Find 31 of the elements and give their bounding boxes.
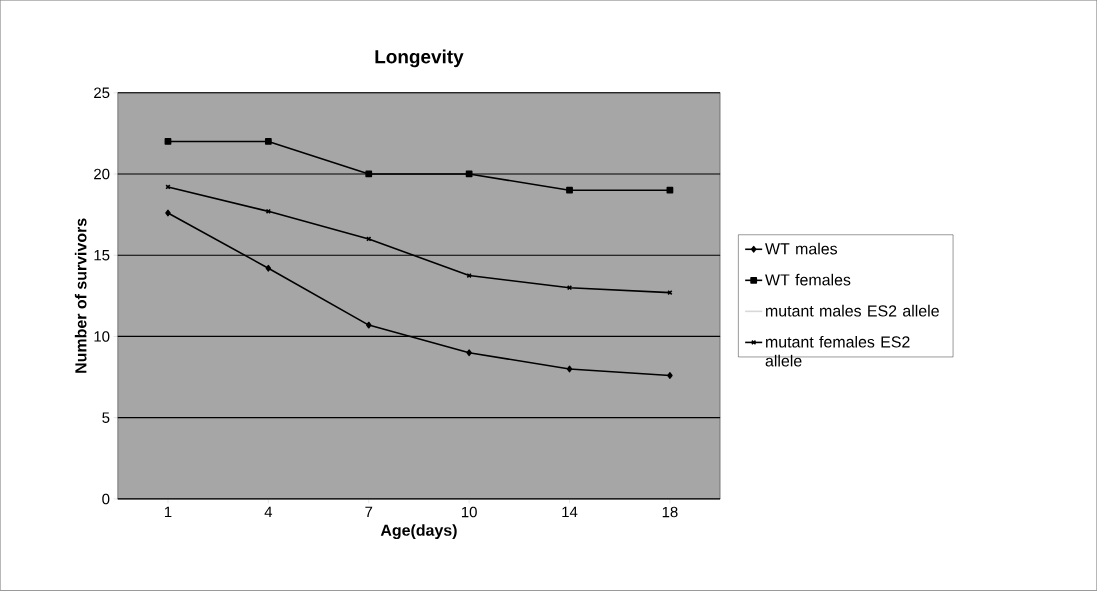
y-tick-label: 15	[94, 250, 110, 261]
point	[566, 365, 573, 373]
point	[365, 170, 373, 178]
legend-label: WT males	[765, 242, 838, 255]
x-tick-label: 4	[264, 506, 273, 518]
point	[666, 186, 674, 194]
x-axis-title: Age(days)	[380, 524, 457, 540]
point	[265, 264, 272, 272]
x-tick-label: 1	[164, 506, 172, 518]
point	[165, 209, 171, 217]
point	[465, 170, 473, 178]
y-tick-label: 20	[94, 168, 110, 180]
point	[466, 349, 472, 357]
point	[164, 138, 172, 146]
chart-title: Longevity	[375, 49, 464, 68]
point	[264, 138, 272, 146]
point	[366, 321, 372, 329]
x-tick-label: 10	[461, 506, 477, 518]
y-tick-label: 10	[94, 331, 110, 342]
legend-label: mutant females ES2 allele	[765, 336, 910, 367]
x-tick-label: 18	[662, 506, 678, 518]
point	[566, 186, 573, 194]
legend-label: mutant males ES2 allele	[766, 304, 939, 317]
y-tick-label: 25	[94, 87, 110, 99]
legend-label: WT females	[765, 273, 851, 286]
x-tick-label: 14	[562, 506, 578, 518]
y-tick-label: 0	[102, 493, 110, 505]
y-tick-label: 5	[102, 412, 110, 424]
y-axis-title: Number of survivors	[74, 218, 87, 373]
point	[667, 372, 673, 379]
x-tick-label: 7	[365, 506, 373, 518]
